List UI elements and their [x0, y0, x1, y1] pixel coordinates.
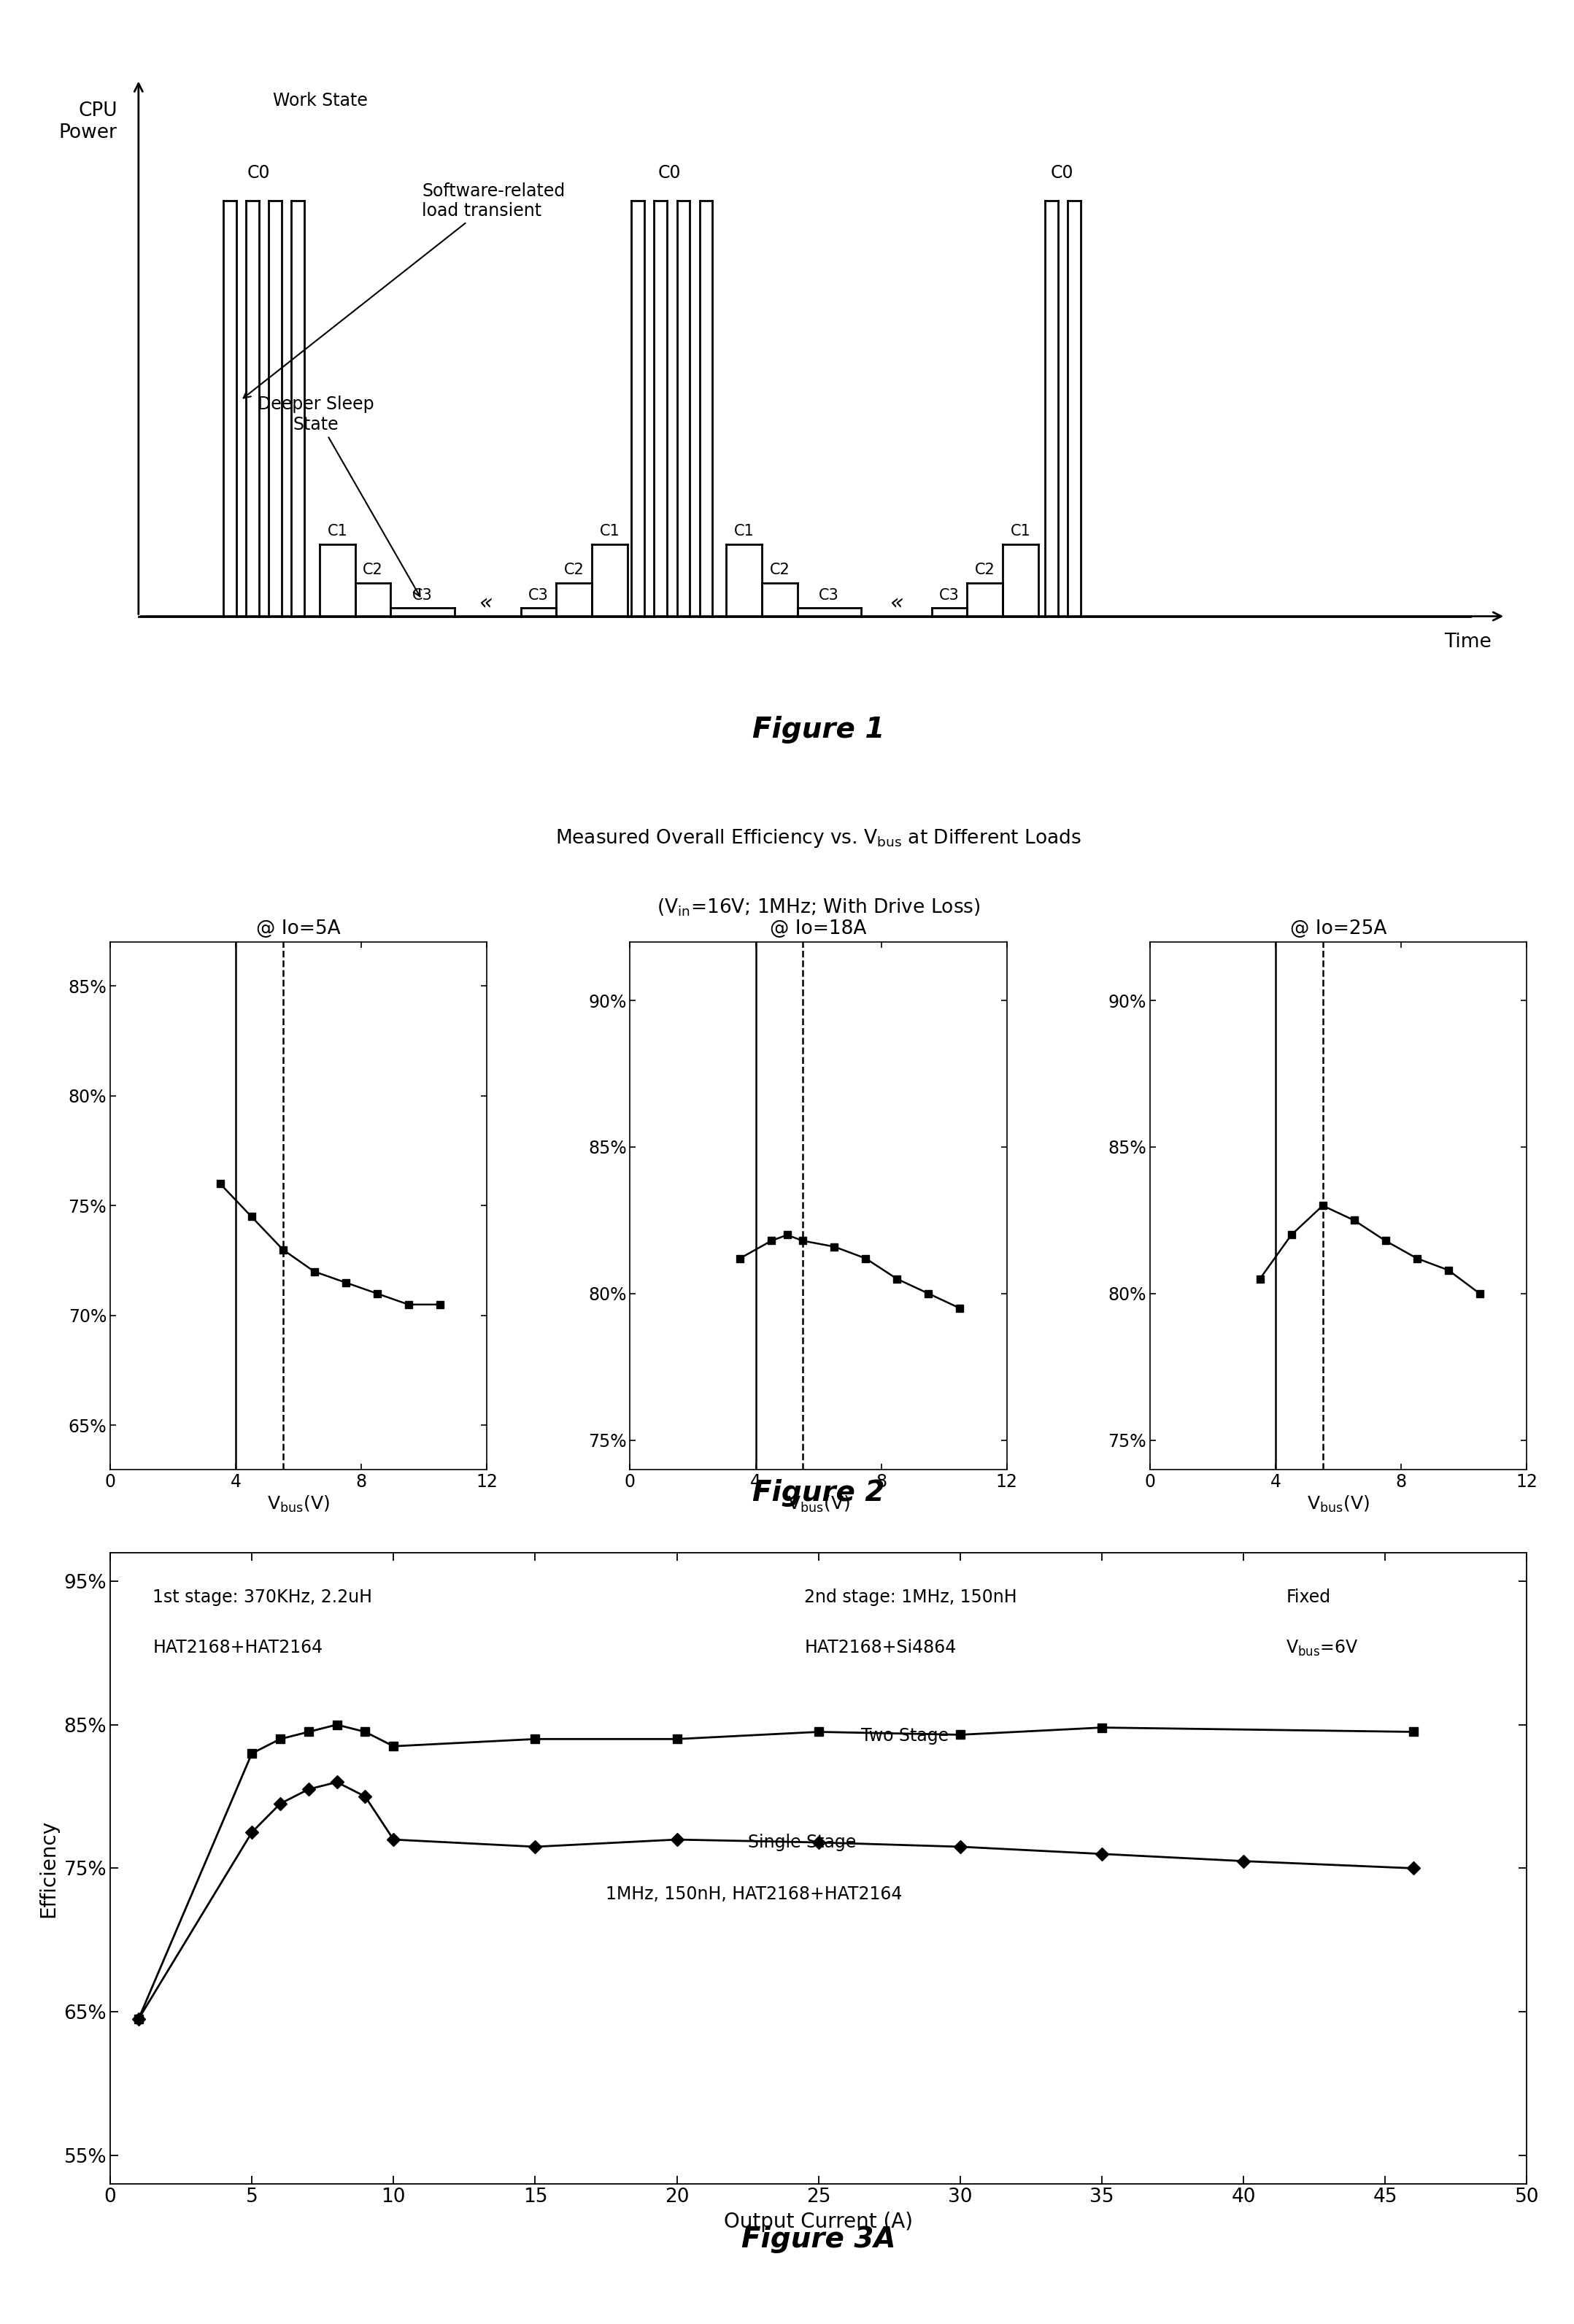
Title: @ Io=5A: @ Io=5A	[257, 920, 340, 939]
Text: Figure 2: Figure 2	[752, 1478, 885, 1506]
Text: Work State: Work State	[274, 93, 368, 109]
Text: Figure 1: Figure 1	[752, 716, 885, 744]
Text: V$_{\rm bus}$=6V: V$_{\rm bus}$=6V	[1286, 1638, 1358, 1657]
Text: C1: C1	[1011, 525, 1031, 539]
Text: Fixed: Fixed	[1286, 1587, 1330, 1606]
Text: (V$_{\rm in}$=16V; 1MHz; With Drive Loss): (V$_{\rm in}$=16V; 1MHz; With Drive Loss…	[656, 897, 981, 918]
Text: C1: C1	[733, 525, 754, 539]
Text: C2: C2	[770, 562, 790, 579]
X-axis label: V$_{\rm bus}$(V): V$_{\rm bus}$(V)	[787, 1494, 850, 1515]
Text: 1st stage: 370KHz, 2.2uH: 1st stage: 370KHz, 2.2uH	[153, 1587, 373, 1606]
Text: C2: C2	[364, 562, 382, 579]
Text: C1: C1	[600, 525, 620, 539]
Text: Software-related
load transient: Software-related load transient	[244, 181, 565, 397]
Text: Deeper Sleep
State: Deeper Sleep State	[257, 395, 420, 597]
Text: 2nd stage: 1MHz, 150nH: 2nd stage: 1MHz, 150nH	[804, 1587, 1017, 1606]
Title: @ Io=25A: @ Io=25A	[1291, 920, 1387, 939]
Text: Single Stage: Single Stage	[748, 1834, 856, 1852]
Text: C0: C0	[658, 165, 682, 181]
Text: C3: C3	[818, 588, 839, 602]
Text: C2: C2	[563, 562, 584, 579]
Text: «: «	[889, 593, 903, 614]
X-axis label: V$_{\rm bus}$(V): V$_{\rm bus}$(V)	[268, 1494, 331, 1515]
Text: C3: C3	[412, 588, 433, 602]
Text: C1: C1	[327, 525, 348, 539]
Text: C0: C0	[247, 165, 271, 181]
Text: «: «	[478, 593, 493, 614]
Text: CPU
Power: CPU Power	[58, 102, 116, 142]
Title: @ Io=18A: @ Io=18A	[770, 920, 867, 939]
X-axis label: V$_{\rm bus}$(V): V$_{\rm bus}$(V)	[1306, 1494, 1369, 1515]
Text: C2: C2	[974, 562, 995, 579]
Y-axis label: Efficiency: Efficiency	[38, 1820, 58, 1917]
Text: Measured Overall Efficiency vs. V$_{\rm bus}$ at Different Loads: Measured Overall Efficiency vs. V$_{\rm …	[556, 827, 1081, 848]
X-axis label: Output Current (A): Output Current (A)	[724, 2212, 913, 2231]
Text: Two Stage: Two Stage	[861, 1727, 949, 1745]
Text: HAT2168+Si4864: HAT2168+Si4864	[804, 1638, 957, 1657]
Text: HAT2168+HAT2164: HAT2168+HAT2164	[153, 1638, 323, 1657]
Text: C3: C3	[529, 588, 549, 602]
Text: Figure 3A: Figure 3A	[741, 2226, 896, 2254]
Text: C3: C3	[940, 588, 960, 602]
Text: Time: Time	[1443, 632, 1491, 651]
Text: C0: C0	[1050, 165, 1073, 181]
Text: 1MHz, 150nH, HAT2168+HAT2164: 1MHz, 150nH, HAT2168+HAT2164	[606, 1885, 902, 1903]
